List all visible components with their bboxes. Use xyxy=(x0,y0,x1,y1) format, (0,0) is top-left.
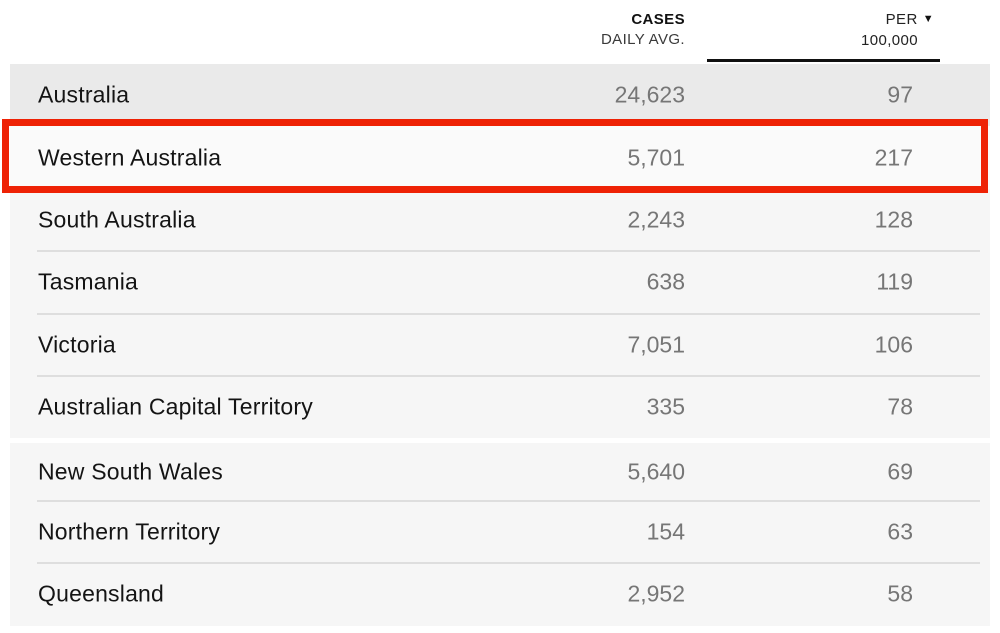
per-100k-value: 58 xyxy=(887,580,913,607)
per-100k-value: 78 xyxy=(887,393,913,420)
column-header-per-100k[interactable]: PER ▼ 100,000 xyxy=(860,10,934,51)
table-row-queensland: Queensland 2,952 58 xyxy=(10,562,990,625)
per-100k-value: 119 xyxy=(876,268,913,295)
cases-value: 7,051 xyxy=(627,331,685,358)
region-name: Western Australia xyxy=(38,144,222,171)
cases-value: 335 xyxy=(646,393,685,420)
per-100k-value: 106 xyxy=(874,331,913,358)
region-name: Australia xyxy=(38,81,130,108)
region-name: South Australia xyxy=(38,206,196,233)
region-name: New South Wales xyxy=(38,458,223,485)
per-100k-value: 97 xyxy=(887,81,913,108)
region-name: Queensland xyxy=(38,580,165,607)
table-row-tasmania: Tasmania 638 119 xyxy=(10,250,990,313)
column-header-cases[interactable]: CASES DAILY AVG. xyxy=(601,10,685,50)
cases-value: 638 xyxy=(646,268,685,295)
per-100k-value: 128 xyxy=(874,206,913,233)
table-row-australian-capital-territory: Australian Capital Territory 335 78 xyxy=(10,374,990,438)
table-row-northern-territory: Northern Territory 154 63 xyxy=(10,499,990,563)
region-name: Northern Territory xyxy=(38,518,221,545)
cases-value: 154 xyxy=(646,518,685,545)
covid-cases-table: Australia 24,623 97 Western Australia 5,… xyxy=(10,64,990,626)
per-100k-value: 217 xyxy=(874,144,913,171)
table-row-new-south-wales: New South Wales 5,640 69 xyxy=(10,438,990,500)
cases-header-sublabel: DAILY AVG. xyxy=(600,31,685,48)
cases-value: 24,623 xyxy=(614,81,685,108)
cases-value: 5,701 xyxy=(627,144,685,171)
region-name: Victoria xyxy=(38,331,116,358)
table-row-australia: Australia 24,623 97 xyxy=(10,64,990,127)
table-row-south-australia: South Australia 2,243 128 xyxy=(10,189,990,251)
per-100k-header-label: PER xyxy=(885,11,918,28)
per-100k-value: 63 xyxy=(887,518,913,545)
cases-header-label: CASES xyxy=(631,11,685,28)
table-row-victoria: Victoria 7,051 106 xyxy=(10,312,990,376)
cases-value: 5,640 xyxy=(627,458,685,485)
per-100k-header-sublabel: 100,000 xyxy=(860,32,918,49)
cases-value: 2,952 xyxy=(627,580,685,607)
sort-arrow-icon: ▼ xyxy=(922,13,934,25)
region-name: Australian Capital Territory xyxy=(38,393,313,420)
table-row-western-australia: Western Australia 5,701 217 xyxy=(10,126,990,189)
cases-value: 2,243 xyxy=(627,206,685,233)
sorted-column-underline xyxy=(707,59,940,62)
region-name: Tasmania xyxy=(38,268,139,295)
per-100k-value: 69 xyxy=(887,458,913,485)
